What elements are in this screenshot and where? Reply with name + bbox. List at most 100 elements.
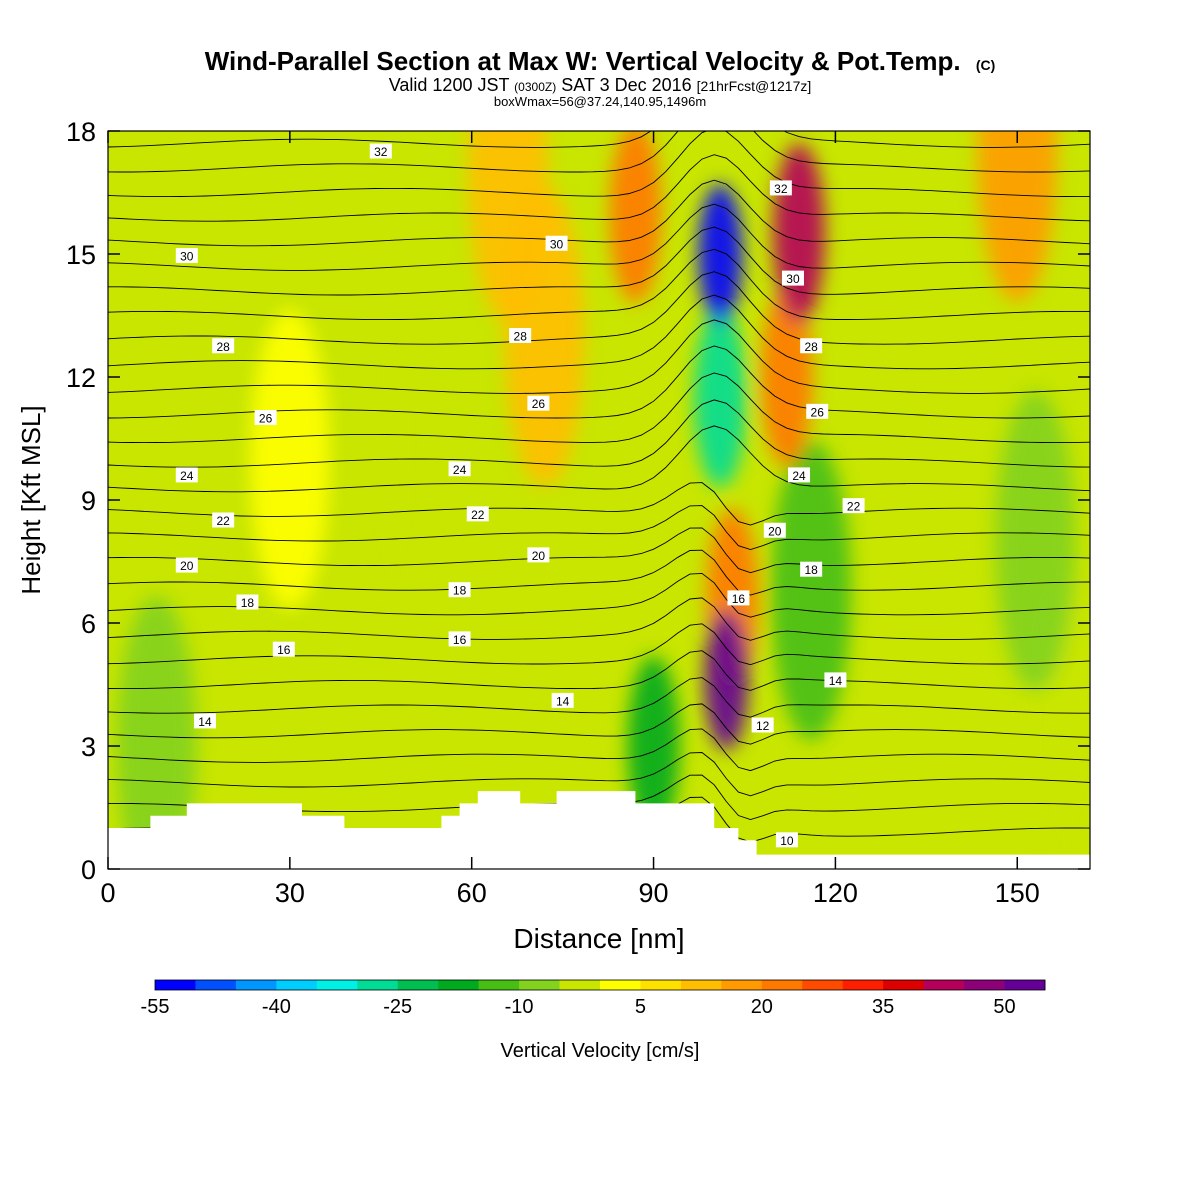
contour-label: 18	[241, 596, 255, 610]
contour-label-box	[800, 561, 823, 577]
contour-label-box	[369, 143, 392, 159]
svg-text:Valid 1200 JST (0300Z): Valid 1200 JST (0300Z) SAT 3 Dec 2016 [2…	[389, 75, 812, 95]
contour-label-box	[448, 582, 471, 598]
velocity-cell	[627, 656, 680, 836]
isentrope-line	[108, 505, 1090, 550]
velocity-cell	[694, 307, 747, 488]
contour-label-box	[254, 410, 277, 425]
colorbar-swatch	[316, 980, 358, 990]
contour-label: 12	[756, 719, 770, 733]
contour-label-box	[545, 235, 568, 251]
contour-label-box	[236, 594, 259, 610]
colorbar-swatch	[802, 980, 844, 990]
contour-label-box	[727, 590, 750, 606]
contour-label-box	[551, 692, 574, 708]
contour-label-box	[806, 403, 829, 419]
isentrope-line	[108, 650, 1090, 691]
contour-label-box	[824, 672, 847, 688]
contour-label: 28	[804, 340, 818, 354]
y-tick-label: 0	[81, 855, 96, 885]
potential-temperature-contours	[108, 131, 1090, 843]
svg-text:Wind-Parallel Section at Max W: Wind-Parallel Section at Max W: Vertical…	[205, 46, 996, 76]
x-tick-label: 0	[100, 878, 115, 908]
velocity-cell	[704, 610, 749, 751]
colorbar-swatch	[923, 980, 965, 990]
plot-area	[108, 131, 1090, 869]
contour-label-box	[272, 641, 295, 657]
velocity-cell	[609, 131, 662, 303]
isentrope-line	[108, 597, 1090, 641]
contour-label: 18	[804, 563, 818, 577]
isentrope-line	[108, 131, 1090, 198]
y-tick-label: 3	[81, 732, 96, 762]
isentrope-line	[108, 271, 1090, 345]
terrain	[108, 791, 1090, 869]
contour-label: 14	[198, 715, 212, 729]
isentrope-line	[108, 319, 1090, 394]
isentrope-line	[108, 482, 1090, 526]
forecast-info: [21hrFcst@1217z]	[697, 78, 812, 94]
contour-label-box	[751, 717, 774, 733]
colorbar-swatch	[1004, 980, 1046, 990]
y-tick-label: 6	[81, 609, 96, 639]
contour-label: 20	[768, 524, 782, 538]
colorbar-swatch	[276, 980, 318, 990]
contour-label: 16	[453, 633, 467, 647]
isentrope-line	[108, 372, 1090, 444]
contour-label-box	[175, 557, 198, 573]
colorbar-swatch	[519, 980, 561, 990]
colorbar-label: Vertical Velocity [cm/s]	[501, 1040, 700, 1062]
isentrope-line	[108, 527, 1090, 574]
contour-labels: 32 32 30 30 30 28 28 28 26 26 26 24 24 24 22 22 22 20 20 20…	[175, 143, 865, 848]
colorbar-swatch	[842, 980, 884, 990]
contour-label-box	[175, 467, 198, 483]
contour-label: 24	[180, 469, 194, 483]
valid-date: SAT 3 Dec 2016	[561, 75, 691, 95]
velocity-cell	[760, 287, 813, 467]
colorbar-tick-label: 35	[872, 996, 894, 1018]
colorbar-swatch	[600, 980, 641, 990]
isentrope-line	[108, 752, 1090, 797]
velocity-cell	[116, 596, 197, 869]
isentrope-line	[108, 425, 1090, 493]
isentrope-line	[108, 179, 1090, 247]
velocity-cell	[995, 391, 1076, 691]
contour-label-box	[842, 498, 865, 514]
isentrope-line	[108, 131, 1090, 148]
contour-label: 16	[277, 643, 291, 657]
contour-label: 24	[792, 469, 806, 483]
y-axis: 0 3 6 9 12 15 18	[66, 117, 1090, 885]
isentrope-line	[108, 572, 1090, 618]
contour-label-box	[193, 713, 216, 729]
contour-label-box	[448, 631, 471, 647]
colorbar-swatch	[761, 980, 803, 990]
contour-label-box	[527, 547, 550, 563]
isentrope-line	[108, 248, 1090, 321]
contour-label: 14	[829, 674, 843, 688]
velocity-cell	[771, 440, 852, 741]
contour-label: 20	[180, 559, 194, 573]
contour-label-box	[466, 506, 489, 522]
velocity-cell	[249, 309, 330, 609]
x-tick-label: 30	[275, 878, 305, 908]
y-tick-label: 15	[66, 240, 96, 270]
contour-label-box	[800, 338, 823, 354]
valid-utc: (0300Z)	[514, 80, 556, 94]
contour-label: 14	[556, 694, 570, 708]
y-tick-label: 9	[81, 486, 96, 516]
x-axis: 0 30 60 90 120 150	[100, 131, 1040, 908]
contour-label: 28	[514, 330, 528, 344]
colorbar-tick-label: -40	[262, 996, 291, 1018]
colorbar-swatch	[438, 980, 480, 990]
colorbar: -55 -40 -25 -10 5 20 35 50	[141, 979, 1046, 1018]
x-tick-label: 150	[995, 878, 1040, 908]
colorbar-tick-label: -10	[505, 996, 534, 1018]
colorbar-swatch	[235, 980, 277, 990]
contour-label-box	[763, 522, 786, 538]
contour-label-box	[527, 395, 550, 411]
colorbar-swatch	[559, 980, 601, 990]
velocity-cell	[977, 131, 1058, 302]
isentrope-line	[108, 399, 1090, 468]
contour-label: 30	[786, 272, 800, 286]
